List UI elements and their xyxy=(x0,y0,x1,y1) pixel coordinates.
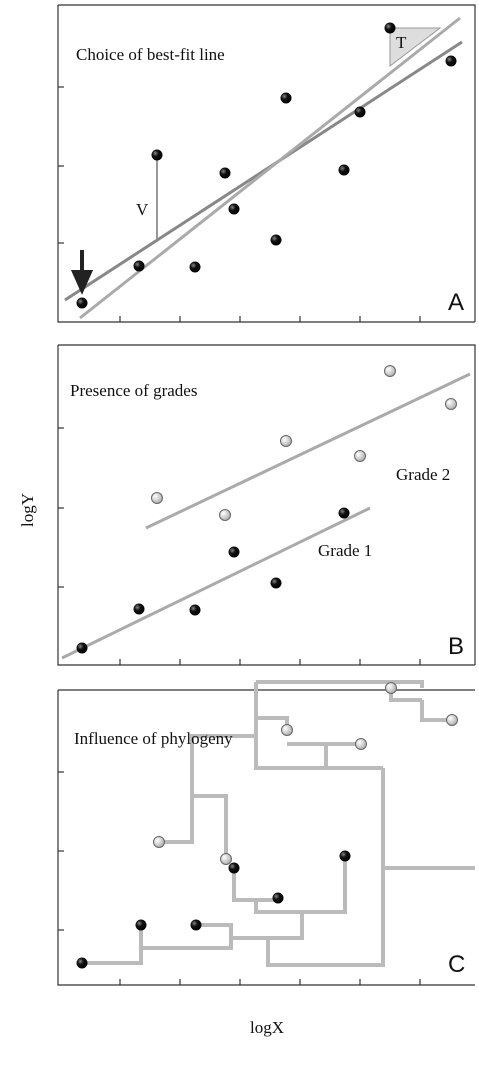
panel-title: Presence of grades xyxy=(70,381,197,400)
points xyxy=(76,22,457,309)
panel-a: Choice of best-fit line V T A xyxy=(57,4,476,323)
t-label: T xyxy=(396,33,407,52)
panel-c: Influence of phylogeny C xyxy=(57,680,475,986)
points xyxy=(153,682,458,865)
panel-b: Presence of grades Grade 2 Grade 1 B xyxy=(57,344,476,666)
grade-line xyxy=(145,372,471,530)
panel-letter: B xyxy=(448,633,464,660)
points xyxy=(76,850,351,969)
phylogeny xyxy=(82,680,475,967)
panel-letter: A xyxy=(448,289,464,316)
t-triangle xyxy=(389,27,442,68)
panel-title: Influence of phylogeny xyxy=(74,729,233,748)
arrow xyxy=(70,250,94,295)
x-axis-label: logX xyxy=(250,1018,284,1037)
panel-letter: C xyxy=(448,951,465,978)
grade-label: Grade 2 xyxy=(396,465,450,484)
points xyxy=(76,507,350,654)
frame xyxy=(57,689,475,986)
v-label: V xyxy=(136,200,149,219)
y-axis-label: logY xyxy=(18,493,37,527)
grade-line xyxy=(61,506,371,660)
panel-title: Choice of best-fit line xyxy=(76,45,225,64)
ticks xyxy=(58,771,421,985)
frame xyxy=(57,4,476,323)
fit-line xyxy=(64,40,463,302)
points xyxy=(151,365,457,521)
ticks xyxy=(58,427,421,665)
frame xyxy=(57,344,476,666)
grade-label: Grade 1 xyxy=(318,541,372,560)
ticks xyxy=(58,86,421,322)
